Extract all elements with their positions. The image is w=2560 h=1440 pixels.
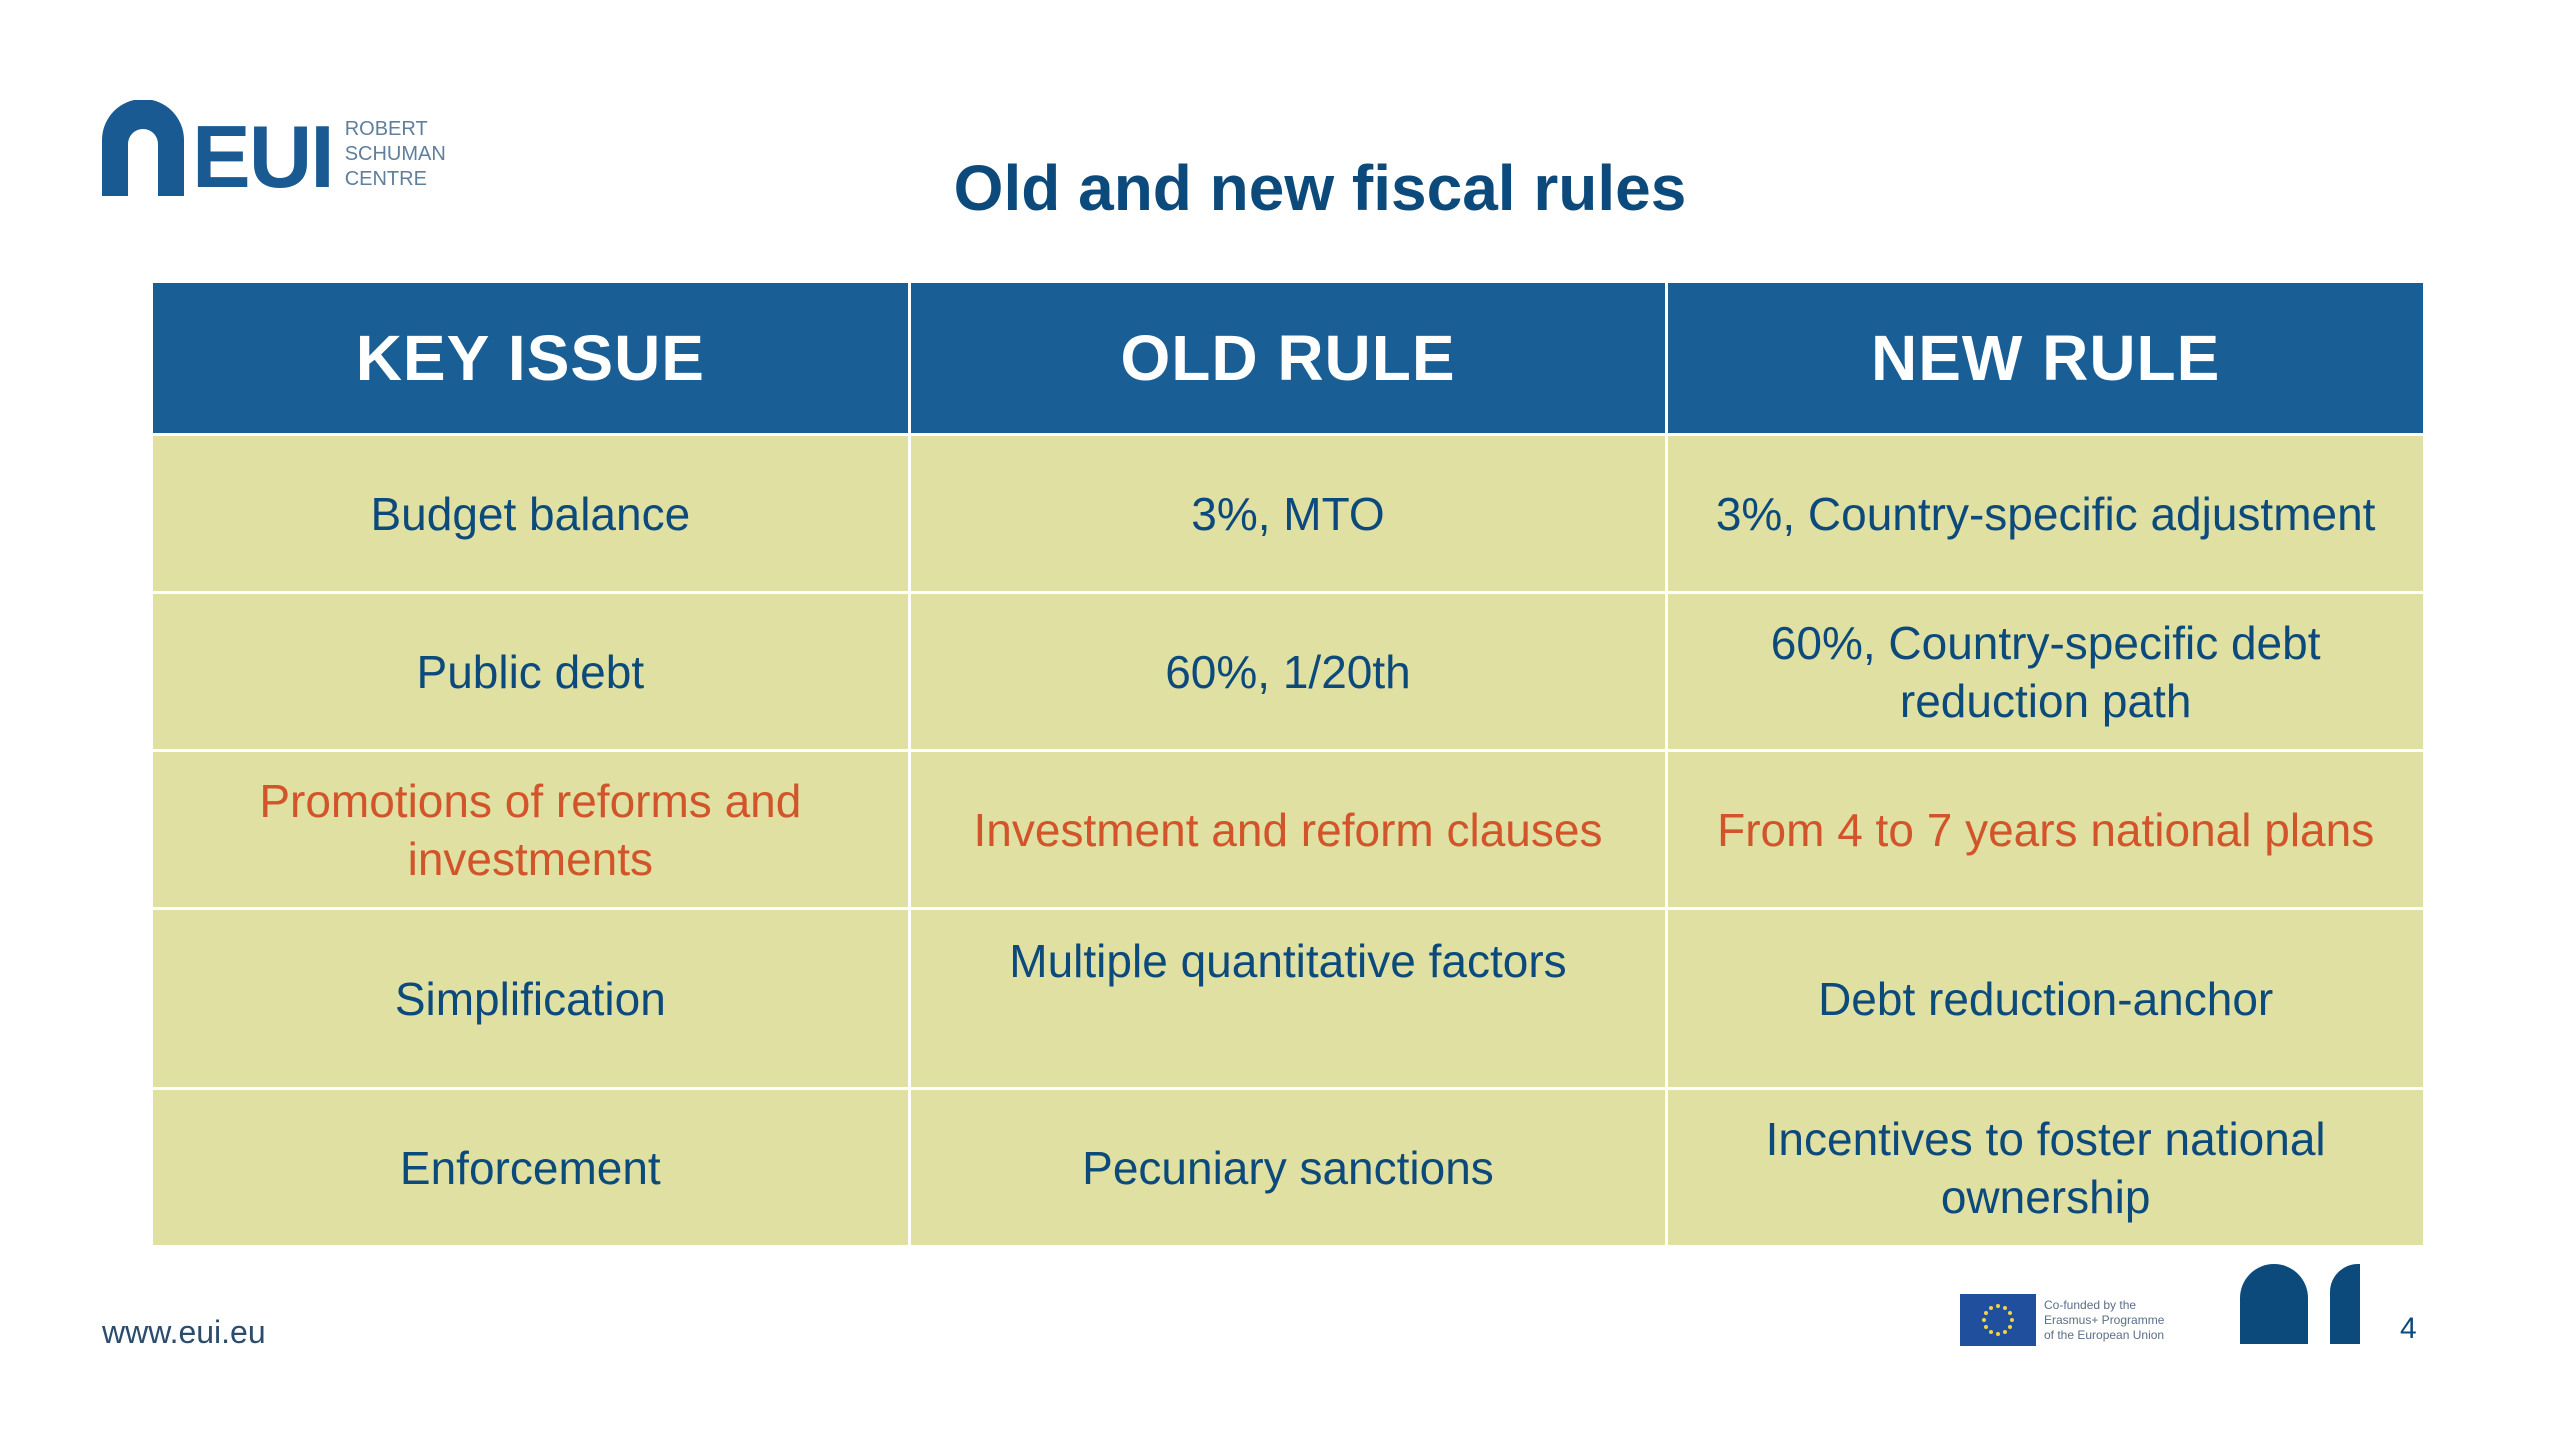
eui-logo: EUI ROBERT SCHUMAN CENTRE <box>102 100 446 206</box>
table-header-row: KEY ISSUE OLD RULE NEW RULE <box>153 283 2423 433</box>
cell-old-rule: Multiple quantitative factors <box>910 910 1666 1087</box>
cell-key-issue: Public debt <box>153 594 908 749</box>
cell-old-rule: Investment and reform clauses <box>910 752 1666 907</box>
cell-key-issue: Enforcement <box>153 1090 908 1245</box>
table-row: Budget balance 3%, MTO 3%, Country-speci… <box>153 436 2423 591</box>
eu-text-line: of the European Union <box>2044 1327 2165 1342</box>
logo-subtitle: ROBERT SCHUMAN CENTRE <box>345 117 446 192</box>
cell-new-rule: 3%, Country-specific adjustment <box>1668 436 2423 591</box>
arch-mark-icon <box>2240 1264 2360 1344</box>
column-header-new-rule: NEW RULE <box>1668 283 2423 433</box>
eu-funding-text: Co-funded by the Erasmus+ Programme of t… <box>2044 1298 2164 1343</box>
cell-old-rule: 3%, MTO <box>910 436 1666 591</box>
cell-old-rule: Pecuniary sanctions <box>910 1090 1666 1245</box>
cell-new-rule: Debt reduction-anchor <box>1668 910 2423 1087</box>
column-header-old-rule: OLD RULE <box>910 283 1666 433</box>
cell-old-rule: 60%, 1/20th <box>910 594 1666 749</box>
cell-new-rule: From 4 to 7 years national plans <box>1668 752 2423 907</box>
table-row: Enforcement Pecuniary sanctions Incentiv… <box>153 1090 2423 1245</box>
logo-wordmark: EUI <box>192 107 335 206</box>
cell-key-issue: Simplification <box>153 910 908 1087</box>
logo-sub-line: CENTRE <box>344 168 427 190</box>
logo-sub-line: ROBERT <box>344 118 428 140</box>
eu-text-line: Co-funded by the <box>2044 1297 2137 1312</box>
table-row: Public debt 60%, 1/20th 60%, Country-spe… <box>153 594 2423 749</box>
cell-new-rule: 60%, Country-specific debt reduction pat… <box>1668 594 2423 749</box>
cell-key-issue: Budget balance <box>153 436 908 591</box>
eu-text-line: Erasmus+ Programme <box>2044 1312 2165 1327</box>
fiscal-rules-table: KEY ISSUE OLD RULE NEW RULE Budget balan… <box>150 280 2426 1248</box>
logo-sub-line: SCHUMAN <box>344 143 446 165</box>
website-url: www.eui.eu <box>102 1314 266 1350</box>
slide-title: Old and new fiscal rules <box>953 152 1687 224</box>
page-number: 4 <box>2400 1312 2417 1345</box>
eui-arch-icon <box>102 100 184 196</box>
eu-flag-icon <box>1960 1294 2036 1346</box>
table-row: Simplification Multiple quantitative fac… <box>153 910 2423 1087</box>
eu-funding-notice: Co-funded by the Erasmus+ Programme of t… <box>1960 1294 2164 1346</box>
column-header-key-issue: KEY ISSUE <box>153 283 908 433</box>
table-row-highlighted: Promotions of reforms and investments In… <box>153 752 2423 907</box>
cell-key-issue: Promotions of reforms and investments <box>153 752 908 907</box>
cell-new-rule: Incentives to foster national ownership <box>1668 1090 2423 1245</box>
